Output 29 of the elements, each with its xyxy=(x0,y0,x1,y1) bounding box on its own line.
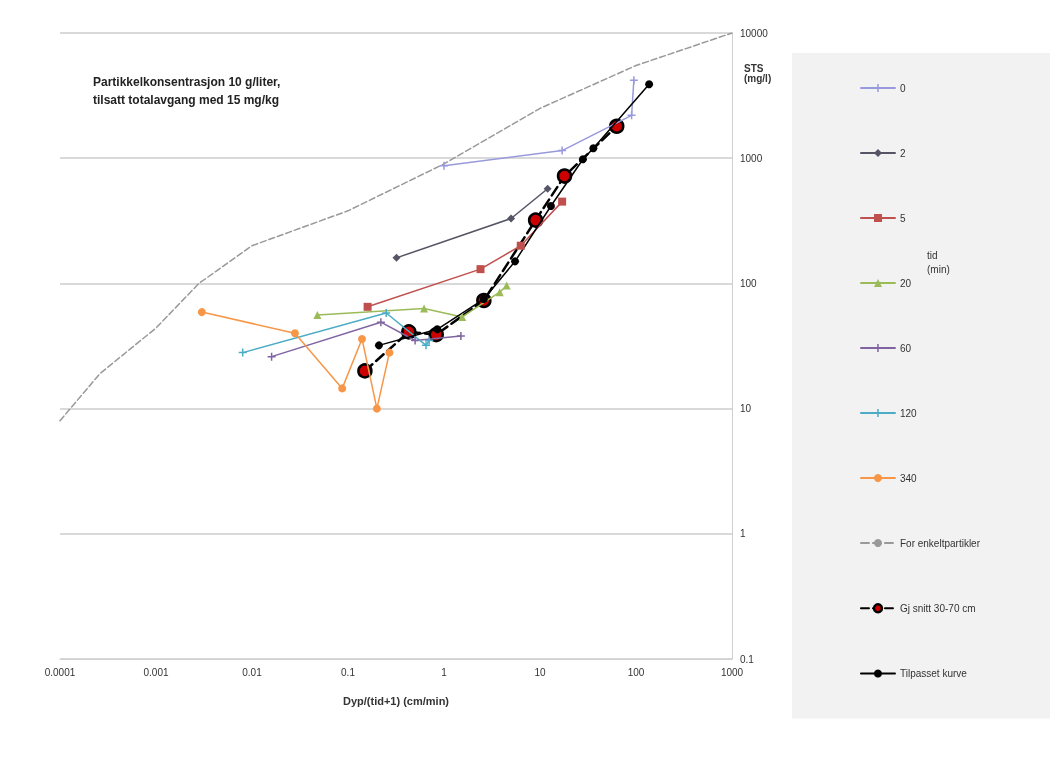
legend-label: For enkeltpartikler xyxy=(899,537,981,549)
x-tick-label: 1000 xyxy=(720,666,744,678)
y-tick-label: 10 xyxy=(740,403,752,415)
x-tick-label: 100 xyxy=(627,666,645,678)
legend-label: 340 xyxy=(899,472,918,484)
legend-label: Gj snitt 30-70 cm xyxy=(899,602,976,614)
x-tick-label: 0.01 xyxy=(242,666,263,678)
y-tick-label: 1000 xyxy=(740,152,763,164)
y-tick-label: 100 xyxy=(740,277,758,289)
y-tick-label: 1 xyxy=(740,528,746,540)
x-tick-label: 0.0001 xyxy=(44,666,76,678)
legend-label: 20 xyxy=(899,277,912,289)
y-tick-label: 10000 xyxy=(740,27,769,39)
x-tick-label: 1 xyxy=(441,666,448,678)
annotation: tilsatt totalavgang med 15 mg/kg xyxy=(93,93,280,107)
legend-label: 0 xyxy=(899,82,906,94)
legend-label: 120 xyxy=(899,407,918,419)
x-axis-title: Dyp/(tid+1) (cm/min) xyxy=(342,694,450,707)
legend-title: tid (min) xyxy=(927,249,950,275)
legend-label: Tilpasset kurve xyxy=(899,668,968,679)
annotation: Partikkelkonsentrasjon 10 g/liter, xyxy=(93,75,281,89)
legend-label: 2 xyxy=(899,147,906,159)
x-tick-label: 10 xyxy=(534,666,546,678)
legend-label: 5 xyxy=(899,212,906,224)
x-tick-label: 0.1 xyxy=(341,666,356,678)
y-axis-title: STS (mg/l) xyxy=(744,62,772,84)
legend-label: 60 xyxy=(899,342,912,354)
x-tick-label: 0.001 xyxy=(143,666,169,678)
y-tick-label: 0.1 xyxy=(740,653,755,665)
